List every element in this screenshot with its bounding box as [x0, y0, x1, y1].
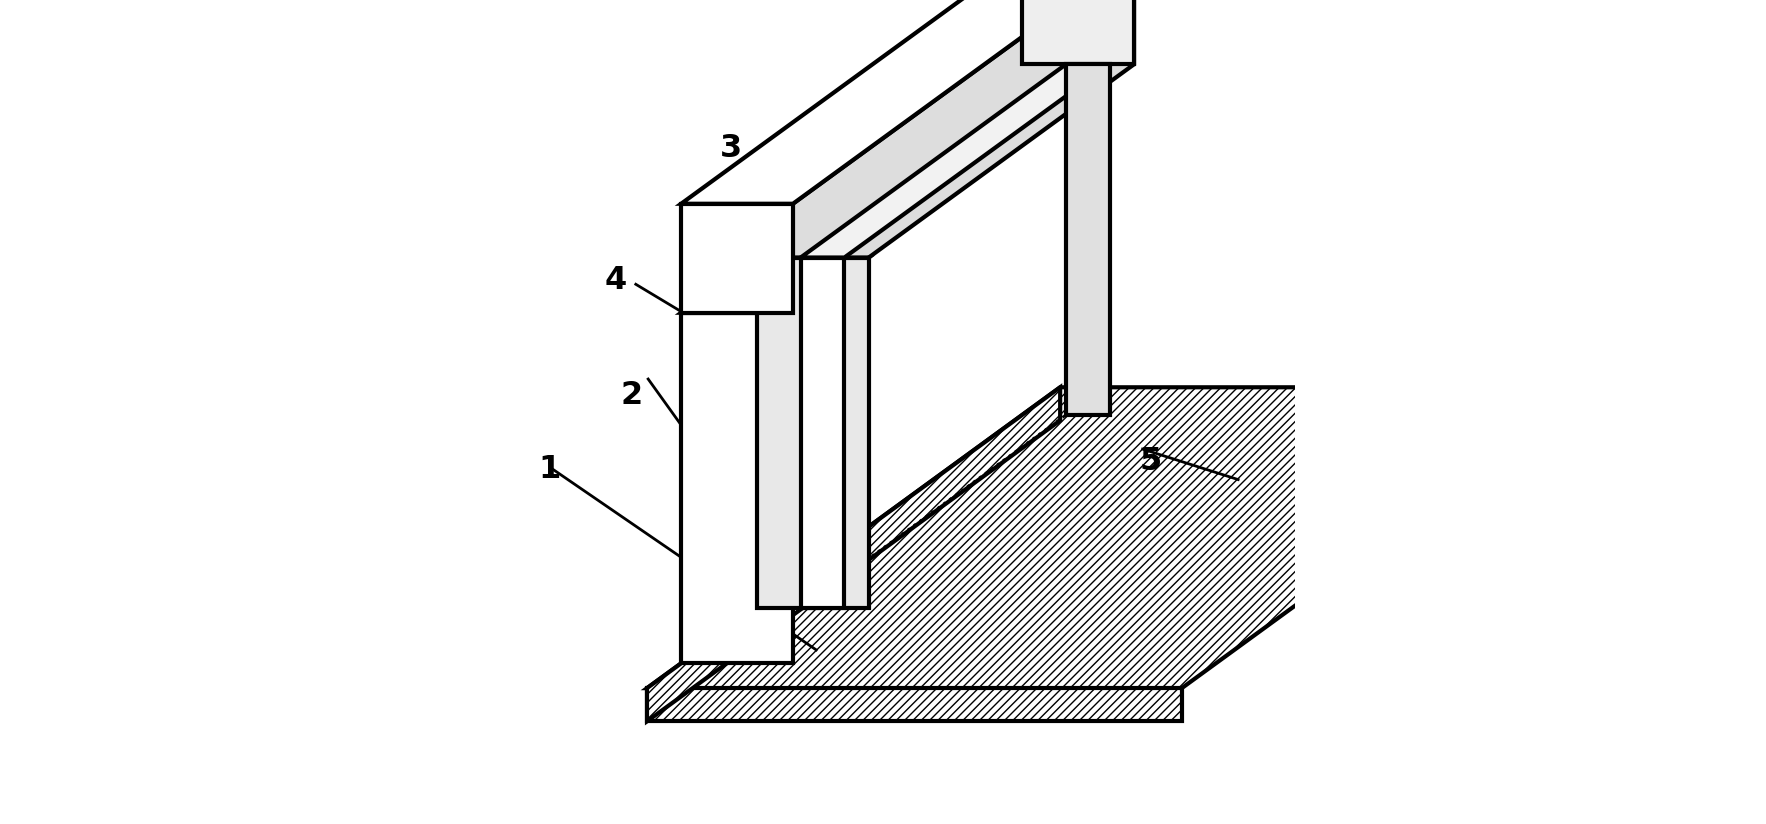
Polygon shape: [1067, 64, 1109, 415]
Polygon shape: [800, 258, 844, 608]
Text: 5: 5: [1139, 446, 1162, 477]
Polygon shape: [682, 258, 869, 313]
Polygon shape: [682, 204, 793, 313]
Polygon shape: [1023, 0, 1134, 64]
Polygon shape: [646, 387, 1060, 721]
Polygon shape: [800, 64, 1109, 258]
Text: 3: 3: [719, 133, 742, 164]
Text: 4: 4: [604, 265, 627, 296]
Polygon shape: [646, 387, 1595, 688]
Polygon shape: [682, 313, 793, 663]
Polygon shape: [646, 688, 1181, 721]
Polygon shape: [793, 0, 1134, 313]
Text: 2: 2: [620, 380, 643, 411]
Polygon shape: [682, 0, 1134, 204]
Text: 1: 1: [539, 454, 560, 485]
Polygon shape: [758, 258, 869, 608]
